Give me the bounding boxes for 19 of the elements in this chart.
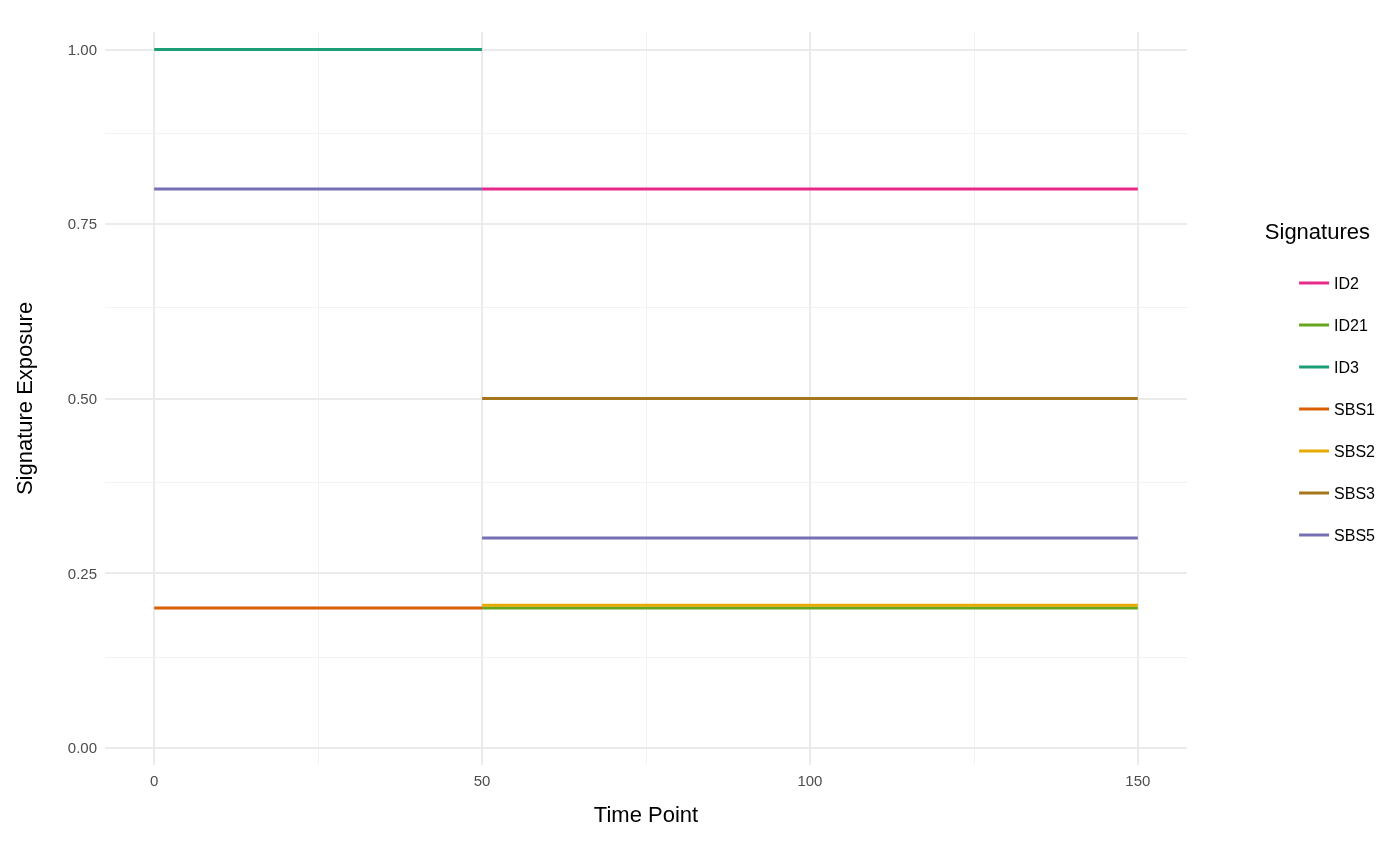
y-tick-label: 0.00	[67, 739, 97, 757]
legend-title: Signatures	[1264, 218, 1371, 244]
y-tick-label: 0.75	[67, 215, 97, 233]
x-tick-label: 50	[473, 772, 491, 789]
x-tick-label: 100	[797, 772, 823, 789]
x-tick-label: 0	[150, 772, 159, 789]
legend-label: SBS5	[1334, 526, 1376, 544]
x-axis-title: Time Point	[593, 801, 699, 827]
y-tick-label: 1.00	[67, 40, 97, 58]
legend-label: SBS1	[1334, 400, 1376, 418]
legend-label: ID21	[1334, 316, 1368, 334]
y-axis-title: Signature Exposure	[11, 301, 37, 496]
x-tick-label: 150	[1125, 772, 1151, 789]
y-tick-label: 0.50	[67, 390, 97, 407]
legend-label: SBS3	[1334, 484, 1376, 502]
legend-label: ID3	[1334, 358, 1360, 376]
y-tick-label: 0.25	[67, 564, 97, 582]
legend-label: SBS2	[1334, 442, 1376, 460]
legend-label: ID2	[1334, 274, 1360, 292]
